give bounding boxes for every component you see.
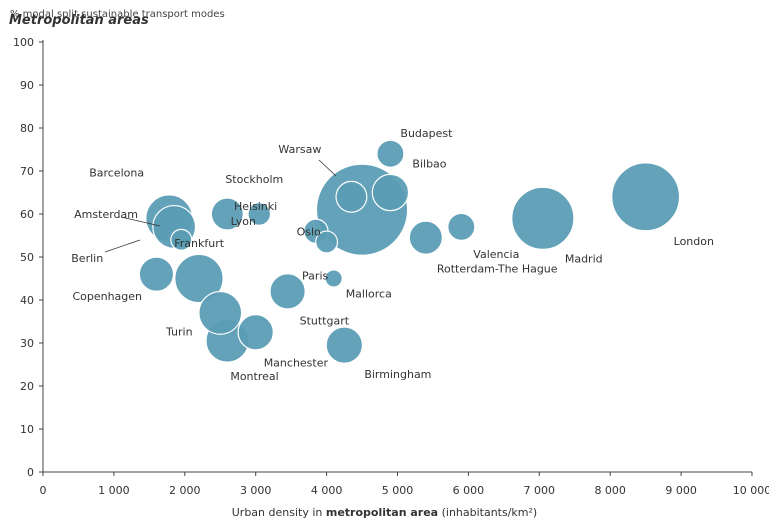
bubble-stuttgart [269, 273, 306, 310]
y-tick-label: 40 [20, 294, 34, 307]
label-helsinki: Helsinki [234, 200, 277, 213]
label-birmingham: Birmingham [364, 368, 431, 381]
bubble-stockholm [210, 197, 244, 231]
label-stockholm: Stockholm [225, 173, 283, 186]
bubble-valencia [447, 212, 476, 241]
x-axis-label: Urban density in metropolitan area (inha… [231, 506, 538, 519]
label-mallorca: Mallorca [346, 288, 392, 301]
x-tick-label: 4 000 [311, 484, 343, 497]
label-bilbao: Bilbao [412, 158, 446, 171]
y-tick-label: 20 [20, 380, 34, 393]
leader-amsterdam [120, 216, 161, 227]
bubble-copenhagen [138, 256, 175, 292]
bubble-turin [174, 253, 224, 304]
label-stuttgart: Stuttgart [300, 314, 350, 327]
x-tick-label: 6 000 [453, 484, 485, 497]
x-tick-label: 3 000 [240, 484, 272, 497]
label-warsaw: Warsaw [278, 143, 321, 156]
label-amsterdam: Amsterdam [74, 208, 138, 221]
bubble-warsaw [335, 180, 368, 213]
leader-berlin [104, 239, 141, 253]
bubble-budapest [376, 139, 405, 168]
x-tick-label: 8 000 [594, 484, 626, 497]
x-tick-label: 9 000 [665, 484, 697, 497]
label-lyon: Lyon [231, 215, 256, 228]
label-berlin: Berlin [71, 252, 103, 265]
y-tick-label: 70 [20, 165, 34, 178]
x-tick-label: 5 000 [382, 484, 414, 497]
x-tick-label: 0 [40, 484, 47, 497]
label-oslo: Oslo [297, 225, 321, 238]
label-frankfurt: Frankfurt [174, 237, 224, 250]
x-tick-label: 1 000 [98, 484, 130, 497]
label-rotterdam-the-hague: Rotterdam-The Hague [437, 263, 558, 276]
y-tick-label: 90 [20, 79, 34, 92]
x-tick-label: 10 000 [733, 484, 769, 497]
bubble-rotterdam-the-hague [408, 220, 443, 255]
bubble-london [611, 162, 681, 232]
y-tick-label: 10 [20, 423, 34, 436]
label-london: London [674, 235, 714, 248]
bubble-paris2 [198, 290, 243, 335]
chart-title: Metropolitan areas [9, 13, 149, 28]
bubble-bilbao [371, 173, 410, 212]
bubble-mallorca [324, 269, 343, 288]
label-paris: Paris [302, 270, 328, 283]
bubble-birmingham [325, 326, 364, 364]
y-tick-label: 100 [13, 36, 34, 49]
leader-warsaw [318, 159, 337, 177]
bubble-madrid [511, 186, 575, 250]
bubble-frankfurt [247, 202, 272, 226]
label-manchester: Manchester [264, 356, 329, 369]
bubble-manchester [237, 314, 274, 351]
label-valencia: Valencia [473, 248, 519, 261]
y-tick-label: 50 [20, 251, 34, 264]
label-copenhagen: Copenhagen [72, 290, 142, 303]
bubble-berlin [170, 228, 193, 251]
label-turin: Turin [165, 326, 193, 339]
bubble-lyon [315, 230, 339, 254]
label-budapest: Budapest [400, 127, 453, 140]
y-tick-label: 80 [20, 122, 34, 135]
label-montreal: Montreal [230, 370, 278, 383]
y-axis-label: % modal split sustainable transport mode… [10, 9, 225, 20]
y-tick-label: 0 [27, 466, 34, 479]
x-tick-label: 7 000 [524, 484, 556, 497]
x-tick-label: 2 000 [169, 484, 201, 497]
label-barcelona: Barcelona [89, 166, 144, 179]
y-tick-label: 30 [20, 337, 34, 350]
y-tick-label: 60 [20, 208, 34, 221]
label-madrid: Madrid [565, 252, 603, 265]
